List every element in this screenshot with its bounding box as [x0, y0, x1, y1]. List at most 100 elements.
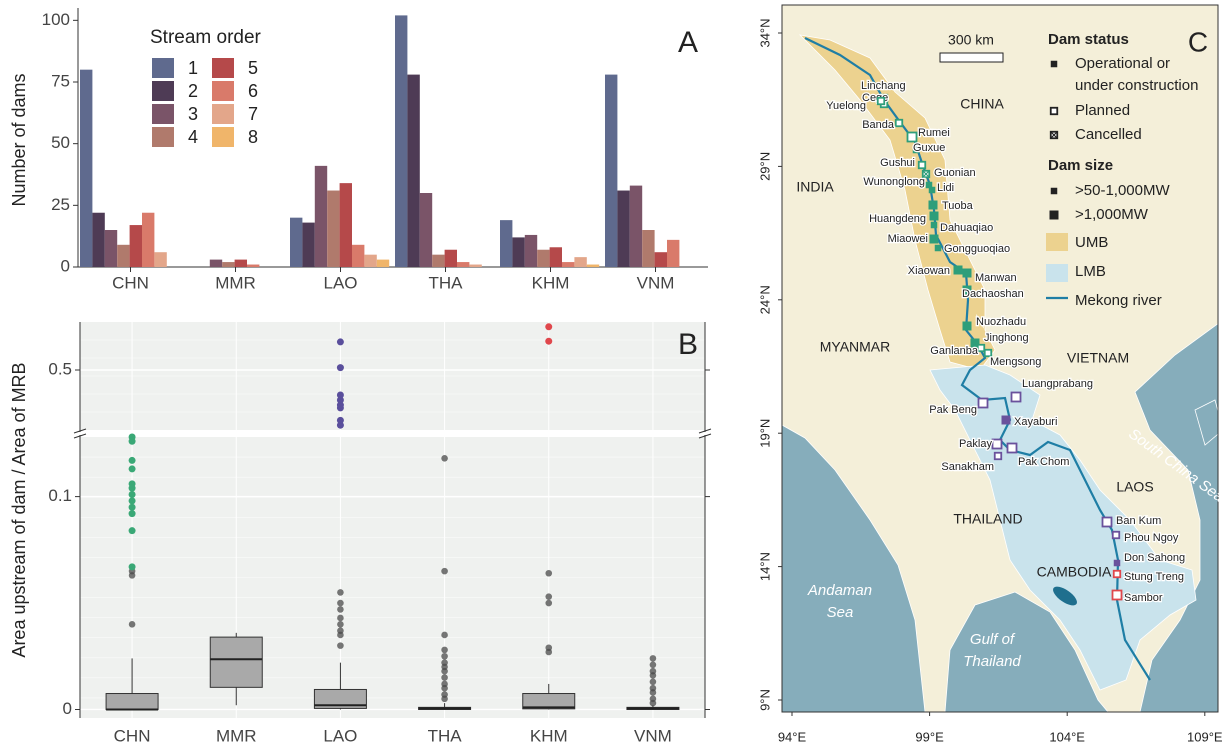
highlight-point [128, 433, 136, 441]
dam-label: Jinghong [984, 332, 1029, 344]
lon-label: 94°E [778, 729, 807, 744]
x-tick-label: MMR [216, 726, 257, 745]
outlier [545, 644, 553, 652]
dam-label: Dahuaqiao [940, 222, 993, 234]
bar [376, 259, 390, 267]
legend-swatch [152, 58, 174, 78]
bar [222, 262, 235, 267]
highlight-point [336, 401, 344, 409]
x-tick-label: KHM [530, 726, 568, 745]
x-tick-label: KHM [532, 273, 570, 292]
dam-marker [1050, 60, 1058, 68]
dam-marker [1049, 106, 1059, 116]
x-tick-label: THA [429, 273, 464, 292]
dam-marker [970, 338, 980, 348]
legend-label: 2 [188, 81, 198, 101]
dam-label: Pak Chom [1018, 456, 1069, 468]
scale-bar [939, 52, 1004, 63]
bar [247, 264, 260, 267]
lake [1053, 586, 1077, 606]
y-tick-label: 50 [51, 133, 70, 152]
highlight-point [128, 497, 136, 505]
dam-marker [1006, 442, 1018, 454]
outlier [337, 614, 344, 622]
bar [234, 259, 247, 267]
dam-label: Pak Beng [929, 404, 977, 416]
y-axis-label: Area upstream of dam / Area of MRB [9, 362, 29, 657]
legend-label: Planned [1075, 102, 1130, 119]
dam-marker [1049, 210, 1059, 220]
dam-label: Paklay [959, 438, 993, 450]
dam-marker [991, 438, 1003, 450]
bar [537, 249, 550, 267]
highlight-point [545, 323, 553, 331]
legend-swatch [212, 127, 234, 147]
bar [549, 247, 562, 267]
legend-label: under construction [1075, 77, 1198, 94]
country-label: CAMBODIA [1037, 564, 1112, 580]
dam-label: Xayaburi [1014, 416, 1057, 428]
bar [407, 74, 420, 267]
outlier [545, 599, 553, 607]
x-tick-label: LAO [323, 273, 357, 292]
dam-marker [1010, 391, 1022, 403]
sea-label: Gulf of [970, 631, 1016, 648]
dam-marker [962, 268, 972, 278]
bar [117, 244, 130, 267]
country-label: MYANMAR [820, 339, 891, 355]
dam-marker [894, 118, 904, 128]
outlier [649, 678, 657, 686]
bar [142, 212, 155, 267]
highlight-point [545, 337, 553, 345]
bar [512, 237, 525, 267]
dam-marker [929, 234, 939, 244]
dam-marker [1101, 516, 1113, 528]
highlight-point [128, 510, 136, 518]
dam-marker [928, 186, 936, 194]
dam-label: Stung Treng [1124, 571, 1184, 583]
bar [327, 190, 340, 267]
dam-cross [922, 170, 930, 178]
lat-label: 29°N [757, 152, 772, 181]
bar [667, 239, 680, 267]
axis-break [73, 428, 87, 439]
y-tick-label: 0.5 [48, 359, 72, 378]
outlier [441, 680, 448, 688]
bar [586, 264, 600, 267]
highlight-point [128, 503, 136, 511]
bar [314, 165, 328, 267]
lon-label: 109°E [1187, 729, 1223, 744]
outlier [441, 659, 448, 666]
sea [1194, 399, 1218, 446]
legend-swatch [1046, 264, 1068, 282]
sea-label: Thailand [963, 653, 1021, 670]
dam-label: Nuozhadu [976, 316, 1026, 328]
lon-label: 104°E [1049, 729, 1085, 744]
bar [290, 217, 303, 267]
x-tick-label: THA [428, 726, 463, 745]
dam-marker [983, 348, 993, 358]
legend-label: Operational or [1075, 55, 1170, 72]
dam-label: Rumei [918, 127, 950, 139]
outlier [545, 569, 553, 577]
outlier [337, 627, 344, 635]
x-tick-label: CHN [114, 726, 151, 745]
highlight-point [336, 364, 344, 372]
dam-marker [934, 244, 942, 252]
highlight-point [336, 416, 344, 424]
highlight-point [128, 480, 136, 488]
dam-marker [912, 146, 920, 154]
highlight-point [336, 391, 344, 399]
dam-marker [928, 200, 938, 210]
dam-label: Guxue [913, 142, 945, 154]
bar [395, 15, 408, 268]
dam-cross [1050, 131, 1058, 139]
dam-label: Phou Ngoy [1124, 532, 1179, 544]
dam-marker [1001, 415, 1011, 425]
bar [524, 234, 538, 267]
legend-swatch [212, 58, 234, 78]
y-tick-label: 0.1 [48, 486, 72, 505]
legend-swatch [152, 104, 174, 124]
lat-label: 24°N [757, 285, 772, 314]
dam-label: Lidi [937, 182, 954, 194]
